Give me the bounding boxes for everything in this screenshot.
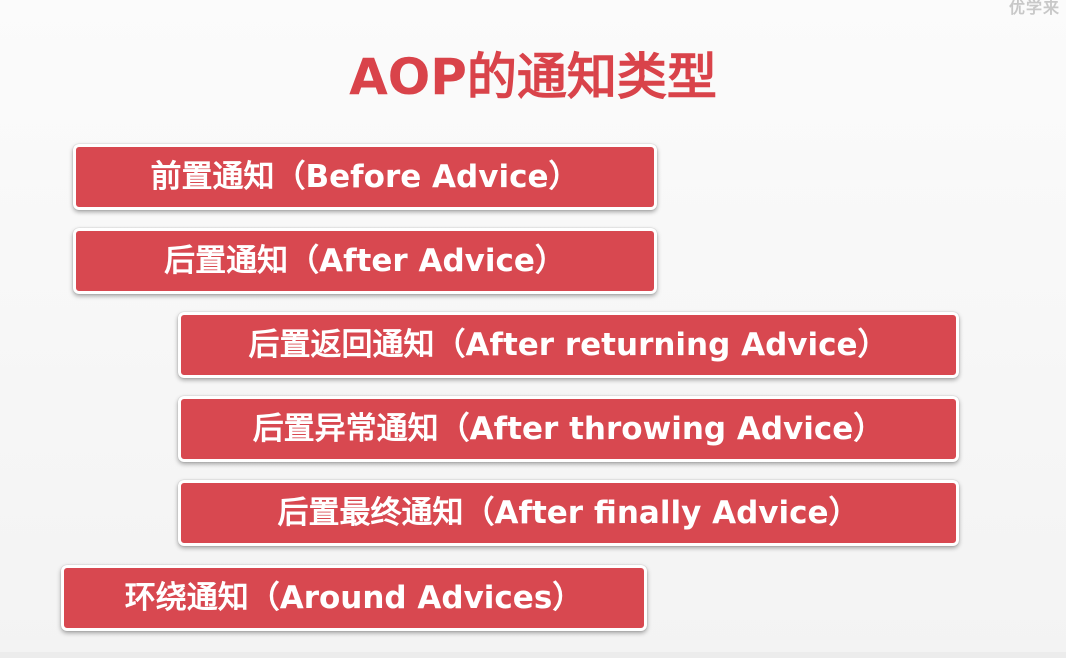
advice-box-before: 前置通知（Before Advice） bbox=[73, 144, 657, 210]
advice-box-around: 环绕通知（Around Advices） bbox=[61, 565, 647, 631]
advice-box-after-throwing: 后置异常通知（After throwing Advice） bbox=[178, 396, 959, 462]
advice-box-after-finally: 后置最终通知（After finally Advice） bbox=[178, 480, 959, 546]
advice-box-after: 后置通知（After Advice） bbox=[73, 228, 657, 294]
bottom-edge bbox=[0, 652, 1066, 658]
slide-title: AOP的通知类型 bbox=[349, 48, 717, 106]
watermark: 优学来 bbox=[1008, 0, 1060, 17]
advice-box-after-returning: 后置返回通知（After returning Advice） bbox=[178, 312, 959, 378]
